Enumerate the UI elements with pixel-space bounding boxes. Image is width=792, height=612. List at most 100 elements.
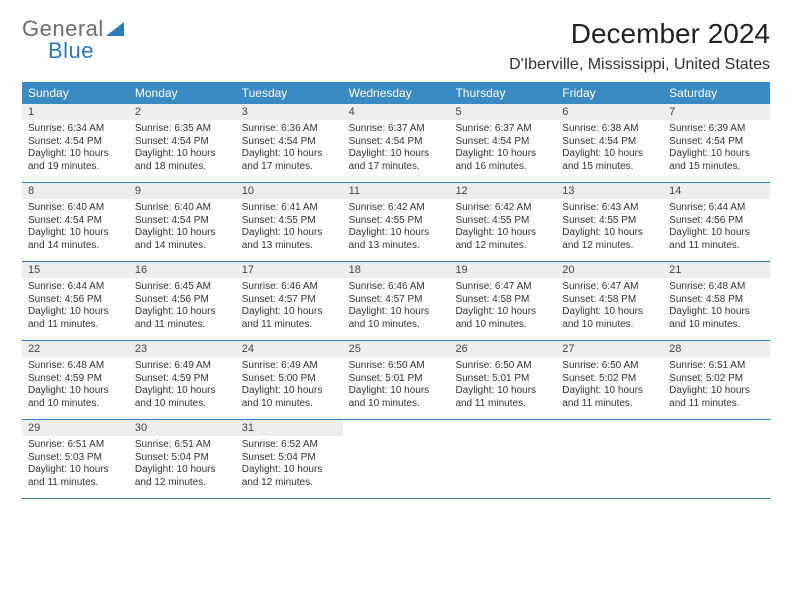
day-cell: 24Sunrise: 6:49 AMSunset: 5:00 PMDayligh… xyxy=(236,341,343,419)
day-body: Sunrise: 6:51 AMSunset: 5:03 PMDaylight:… xyxy=(22,436,129,493)
day-cell xyxy=(663,420,770,498)
day-body: Sunrise: 6:39 AMSunset: 4:54 PMDaylight:… xyxy=(663,120,770,177)
sunset-text: Sunset: 4:54 PM xyxy=(28,215,123,228)
logo-word1: General xyxy=(22,18,104,40)
daylight-text: Daylight: 10 hours and 10 minutes. xyxy=(669,306,764,331)
day-cell xyxy=(343,420,450,498)
daylight-text: Daylight: 10 hours and 11 minutes. xyxy=(135,306,230,331)
daylight-text: Daylight: 10 hours and 11 minutes. xyxy=(669,385,764,410)
sunset-text: Sunset: 4:54 PM xyxy=(562,136,657,149)
day-number: 10 xyxy=(236,183,343,199)
sunrise-text: Sunrise: 6:47 AM xyxy=(455,281,550,294)
day-body: Sunrise: 6:49 AMSunset: 5:00 PMDaylight:… xyxy=(236,357,343,414)
daylight-text: Daylight: 10 hours and 12 minutes. xyxy=(242,464,337,489)
sunrise-text: Sunrise: 6:49 AM xyxy=(135,360,230,373)
daylight-text: Daylight: 10 hours and 14 minutes. xyxy=(28,227,123,252)
sunrise-text: Sunrise: 6:46 AM xyxy=(242,281,337,294)
sunrise-text: Sunrise: 6:52 AM xyxy=(242,439,337,452)
dow-wednesday: Wednesday xyxy=(343,82,450,104)
day-number: 13 xyxy=(556,183,663,199)
sunset-text: Sunset: 5:03 PM xyxy=(28,452,123,465)
daylight-text: Daylight: 10 hours and 12 minutes. xyxy=(135,464,230,489)
dow-tuesday: Tuesday xyxy=(236,82,343,104)
day-number: 12 xyxy=(449,183,556,199)
day-body: Sunrise: 6:45 AMSunset: 4:56 PMDaylight:… xyxy=(129,278,236,335)
day-cell: 29Sunrise: 6:51 AMSunset: 5:03 PMDayligh… xyxy=(22,420,129,498)
calendar-grid: Sunday Monday Tuesday Wednesday Thursday… xyxy=(22,82,770,499)
dow-saturday: Saturday xyxy=(663,82,770,104)
daylight-text: Daylight: 10 hours and 11 minutes. xyxy=(28,464,123,489)
day-body: Sunrise: 6:42 AMSunset: 4:55 PMDaylight:… xyxy=(343,199,450,256)
daylight-text: Daylight: 10 hours and 13 minutes. xyxy=(349,227,444,252)
daylight-text: Daylight: 10 hours and 11 minutes. xyxy=(455,385,550,410)
day-body: Sunrise: 6:41 AMSunset: 4:55 PMDaylight:… xyxy=(236,199,343,256)
title-block: December 2024 D'Iberville, Mississippi, … xyxy=(509,18,770,74)
day-cell: 23Sunrise: 6:49 AMSunset: 4:59 PMDayligh… xyxy=(129,341,236,419)
day-cell: 15 Sunrise: 6:44 AMSunset: 4:56 PMDayligh… xyxy=(22,262,129,340)
sunset-text: Sunset: 4:54 PM xyxy=(242,136,337,149)
sunrise-text: Sunrise: 6:44 AM xyxy=(28,281,123,294)
sunset-text: Sunset: 5:04 PM xyxy=(242,452,337,465)
logo-word2: Blue xyxy=(48,40,94,62)
day-cell: 5Sunrise: 6:37 AMSunset: 4:54 PMDaylight… xyxy=(449,104,556,182)
day-body: Sunrise: 6:50 AMSunset: 5:01 PMDaylight:… xyxy=(449,357,556,414)
sunrise-text: Sunrise: 6:48 AM xyxy=(28,360,123,373)
day-cell: 8Sunrise: 6:40 AMSunset: 4:54 PMDaylight… xyxy=(22,183,129,261)
day-number: 3 xyxy=(236,104,343,120)
daylight-text: Daylight: 10 hours and 17 minutes. xyxy=(349,148,444,173)
day-cell: 31Sunrise: 6:52 AMSunset: 5:04 PMDayligh… xyxy=(236,420,343,498)
day-cell: 6Sunrise: 6:38 AMSunset: 4:54 PMDaylight… xyxy=(556,104,663,182)
sunset-text: Sunset: 4:54 PM xyxy=(28,136,123,149)
sunset-text: Sunset: 4:59 PM xyxy=(28,373,123,386)
sunrise-text: Sunrise: 6:49 AM xyxy=(242,360,337,373)
sunrise-text: Sunrise: 6:47 AM xyxy=(562,281,657,294)
day-body: Sunrise: 6:40 AMSunset: 4:54 PMDaylight:… xyxy=(129,199,236,256)
sunrise-text: Sunrise: 6:51 AM xyxy=(669,360,764,373)
daylight-text: Daylight: 10 hours and 10 minutes. xyxy=(455,306,550,331)
sunset-text: Sunset: 4:56 PM xyxy=(28,294,123,307)
day-number: 5 xyxy=(449,104,556,120)
day-body: Sunrise: 6:43 AMSunset: 4:55 PMDaylight:… xyxy=(556,199,663,256)
sunrise-text: Sunrise: 6:40 AM xyxy=(135,202,230,215)
daylight-text: Daylight: 10 hours and 11 minutes. xyxy=(28,306,123,331)
dow-friday: Friday xyxy=(556,82,663,104)
day-body: Sunrise: 6:47 AMSunset: 4:58 PMDaylight:… xyxy=(556,278,663,335)
day-body: Sunrise: 6:44 AMSunset: 4:56 PMDaylight:… xyxy=(663,199,770,256)
sunrise-text: Sunrise: 6:34 AM xyxy=(28,123,123,136)
logo-triangle-icon xyxy=(106,22,124,36)
sunrise-text: Sunrise: 6:48 AM xyxy=(669,281,764,294)
day-cell: 1Sunrise: 6:34 AMSunset: 4:54 PMDaylight… xyxy=(22,104,129,182)
sunset-text: Sunset: 4:56 PM xyxy=(669,215,764,228)
sunset-text: Sunset: 4:54 PM xyxy=(135,136,230,149)
sunset-text: Sunset: 4:55 PM xyxy=(349,215,444,228)
day-number: 14 xyxy=(663,183,770,199)
day-number: 4 xyxy=(343,104,450,120)
day-number: 1 xyxy=(22,104,129,120)
sunset-text: Sunset: 4:55 PM xyxy=(242,215,337,228)
day-cell: 11Sunrise: 6:42 AMSunset: 4:55 PMDayligh… xyxy=(343,183,450,261)
week-row: 15Sunrise: 6:44 AMSunset: 4:56 PMDayligh… xyxy=(22,262,770,341)
sunrise-text: Sunrise: 6:35 AM xyxy=(135,123,230,136)
day-number: 19 xyxy=(449,262,556,278)
day-number: 17 xyxy=(236,262,343,278)
sunrise-text: Sunrise: 6:42 AM xyxy=(455,202,550,215)
week-row: 1Sunrise: 6:34 AMSunset: 4:54 PMDaylight… xyxy=(22,104,770,183)
day-number: 9 xyxy=(129,183,236,199)
sunset-text: Sunset: 4:58 PM xyxy=(455,294,550,307)
daylight-text: Daylight: 10 hours and 10 minutes. xyxy=(349,306,444,331)
day-number: 27 xyxy=(556,341,663,357)
sunrise-text: Sunrise: 6:51 AM xyxy=(28,439,123,452)
day-number: 8 xyxy=(22,183,129,199)
day-number: 15 xyxy=(22,262,129,278)
location-label: D'Iberville, Mississippi, United States xyxy=(509,56,770,74)
day-body: Sunrise: 6:52 AMSunset: 5:04 PMDaylight:… xyxy=(236,436,343,493)
day-body: Sunrise: 6:49 AMSunset: 4:59 PMDaylight:… xyxy=(129,357,236,414)
day-number: 29 xyxy=(22,420,129,436)
sunset-text: Sunset: 5:02 PM xyxy=(562,373,657,386)
day-cell: 25Sunrise: 6:50 AMSunset: 5:01 PMDayligh… xyxy=(343,341,450,419)
day-number: 25 xyxy=(343,341,450,357)
day-cell: 17Sunrise: 6:46 AMSunset: 4:57 PMDayligh… xyxy=(236,262,343,340)
day-number: 20 xyxy=(556,262,663,278)
sunrise-text: Sunrise: 6:37 AM xyxy=(349,123,444,136)
day-number: 18 xyxy=(343,262,450,278)
